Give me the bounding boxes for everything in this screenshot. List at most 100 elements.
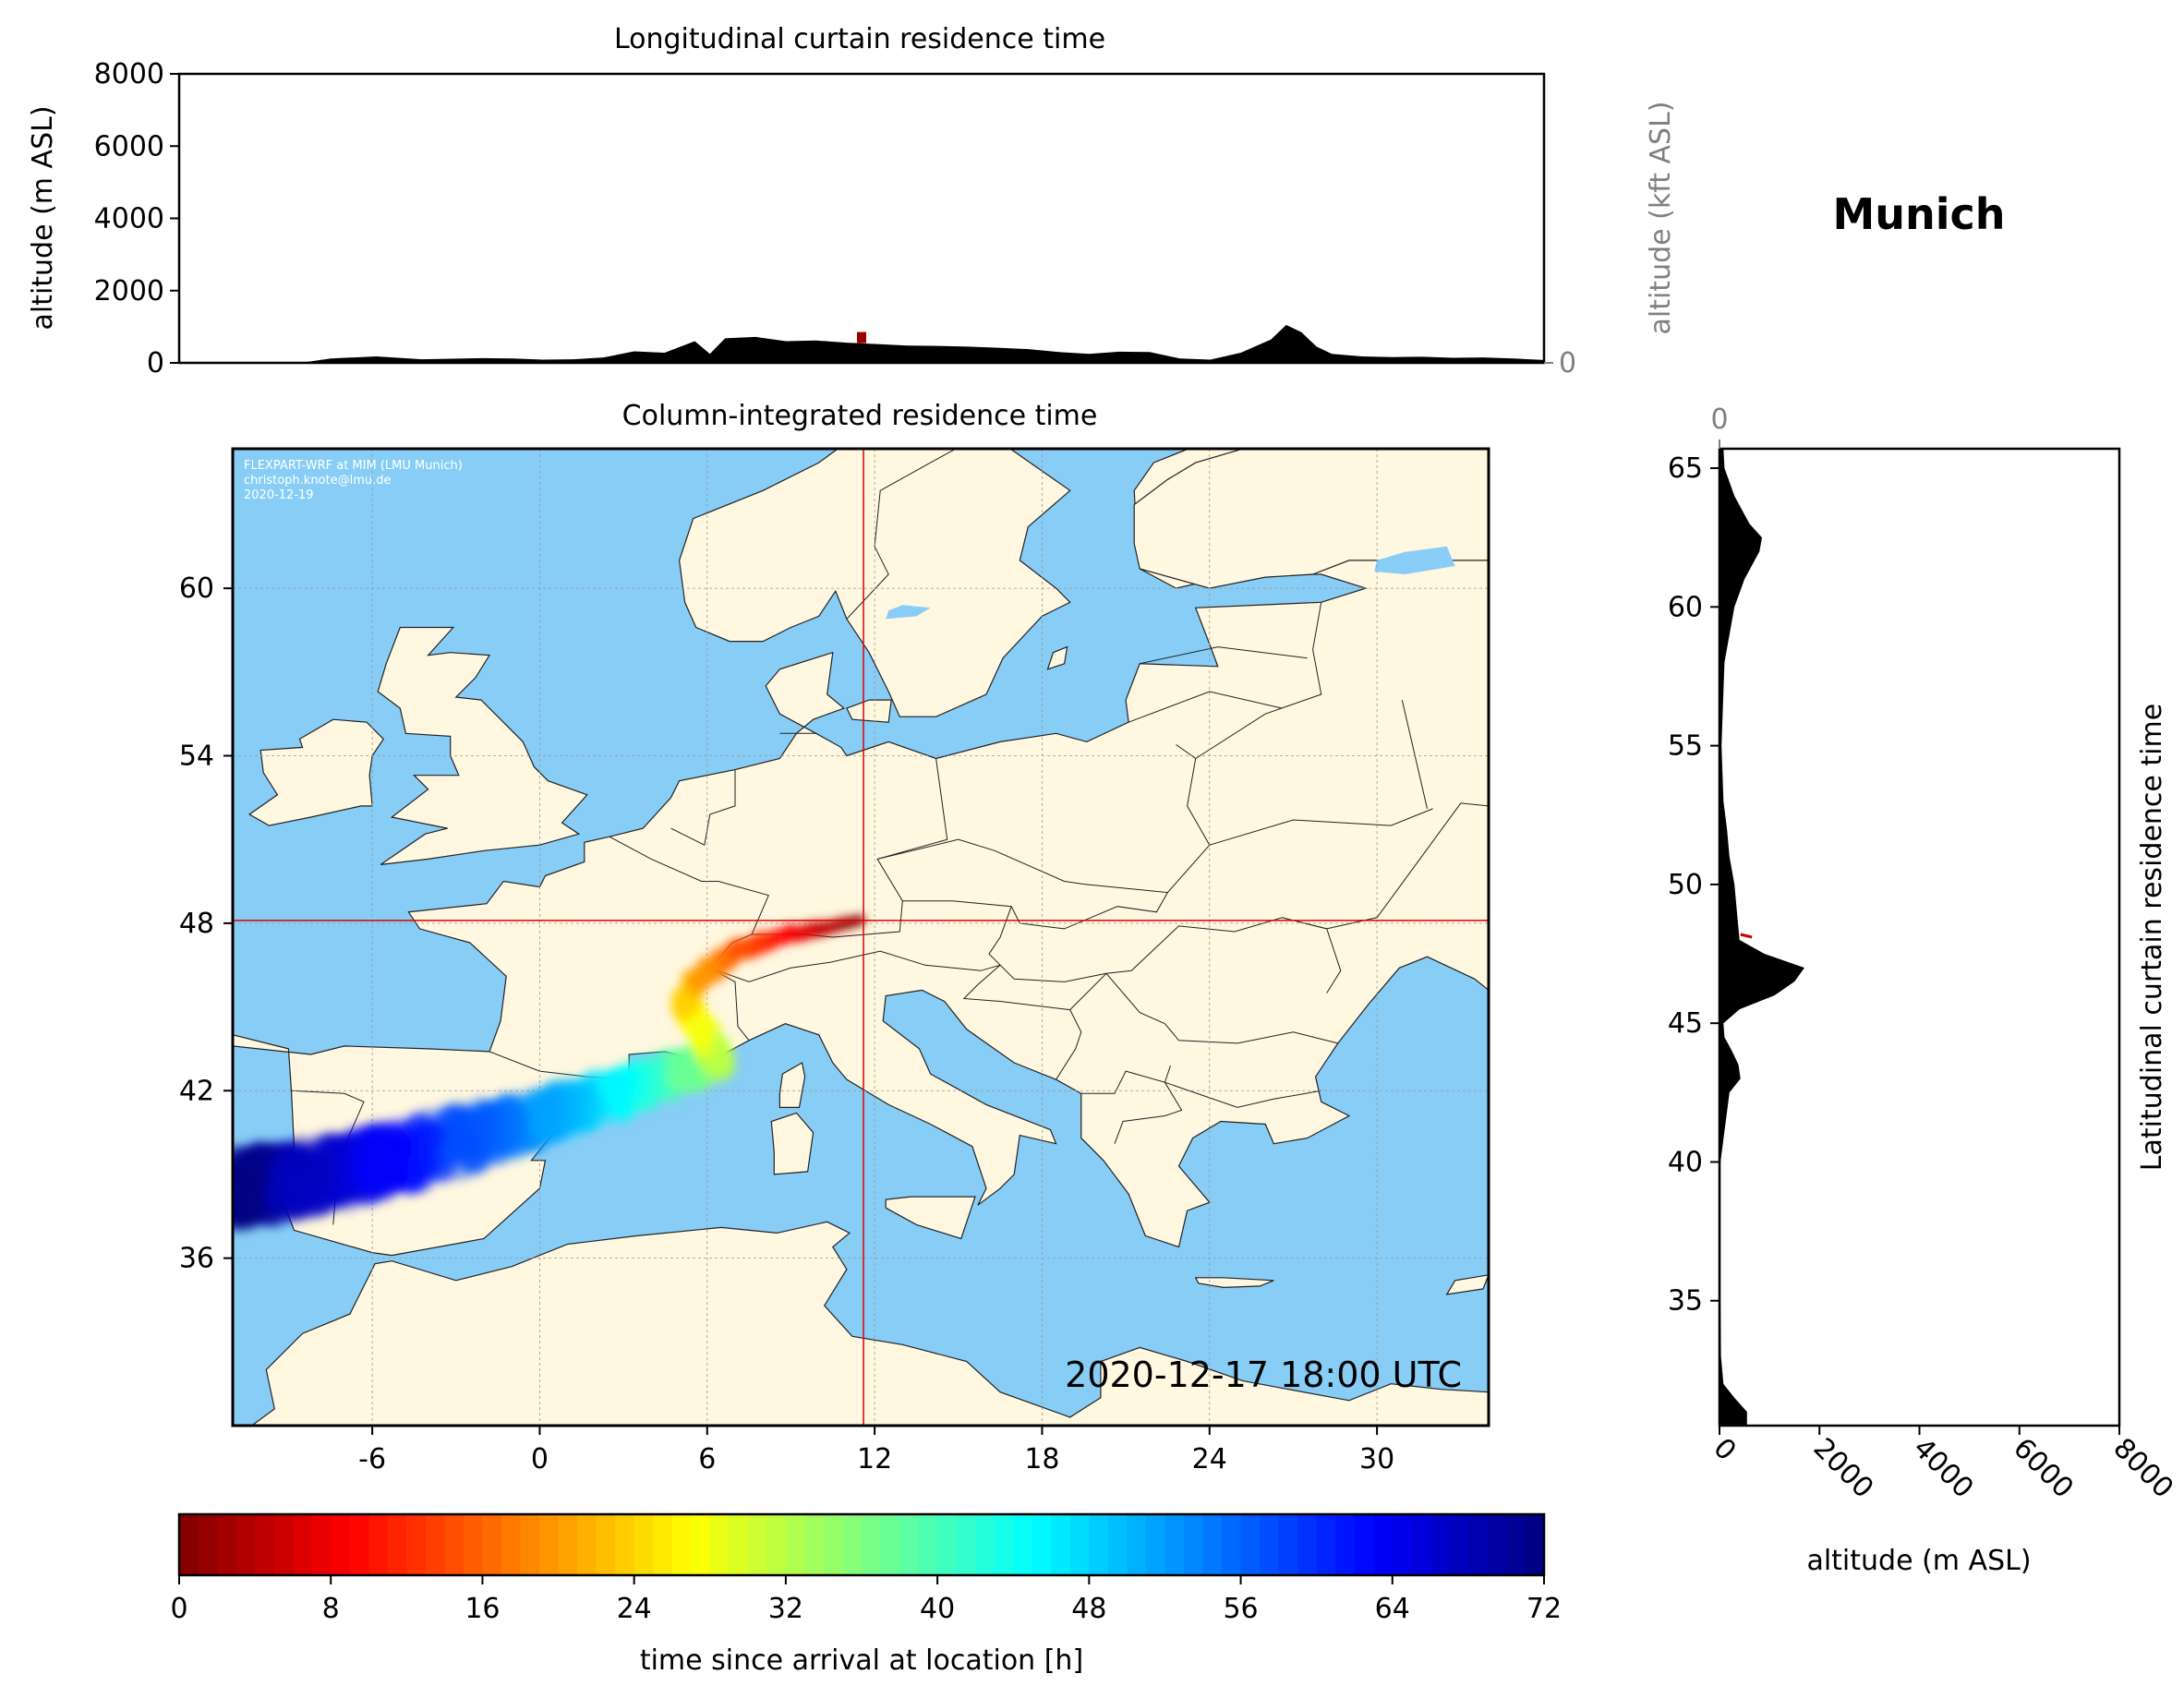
colorbar-segment xyxy=(273,1514,294,1575)
right-ytick-label: 65 xyxy=(1668,452,1703,485)
colorbar-tick-label: 40 xyxy=(920,1593,955,1625)
border-line xyxy=(1069,972,1107,1010)
africa xyxy=(250,1221,1489,1426)
right-xtick-label: 0 xyxy=(1707,1432,1742,1467)
top-yticks-right: 050100 xyxy=(1544,347,1576,379)
plume-particle xyxy=(676,1072,698,1094)
plume-particle xyxy=(813,920,826,933)
right-ytick-label: 45 xyxy=(1668,1007,1703,1040)
colorbar-tick-label: 8 xyxy=(322,1593,340,1625)
top-ytick-label: 2000 xyxy=(94,275,164,307)
ireland xyxy=(247,718,384,826)
right-xtick-label: 8000 xyxy=(2106,1432,2179,1505)
plume-particle xyxy=(449,1124,476,1150)
border-line xyxy=(1164,1065,1321,1108)
border-line xyxy=(1164,1023,1338,1044)
colorbar-segment xyxy=(709,1514,730,1575)
colorbar-segment xyxy=(1089,1514,1109,1575)
border-line xyxy=(1210,421,1237,432)
colorbar-segment xyxy=(349,1514,369,1575)
map-timestamp: 2020-12-17 18:00 UTC xyxy=(1065,1355,1462,1395)
map-xtick-label: 24 xyxy=(1192,1443,1227,1475)
colorbar-segment xyxy=(918,1514,938,1575)
right-xtick-label: 2000 xyxy=(1807,1432,1880,1505)
plume-particle xyxy=(693,967,710,984)
colorbar-tick-label: 56 xyxy=(1223,1593,1258,1625)
top-ytick-label: 6000 xyxy=(94,130,164,163)
border-line xyxy=(1282,802,1489,930)
colorbar-segment xyxy=(1467,1514,1489,1575)
colorbar-tick-label: 48 xyxy=(1071,1593,1106,1625)
map-ytick-label: 42 xyxy=(179,1075,214,1107)
plume-particle xyxy=(265,1178,295,1208)
plume-particle xyxy=(235,1201,265,1232)
gotland xyxy=(1046,645,1068,670)
plume-particle xyxy=(670,987,688,1005)
map-ytick-label: 60 xyxy=(179,572,214,605)
lake-vanern xyxy=(886,605,931,620)
colorbar-segment xyxy=(1260,1514,1280,1575)
colorbar-segment xyxy=(615,1514,635,1575)
colorbar-tick-label: 32 xyxy=(768,1593,803,1625)
colorbar-segment xyxy=(937,1514,958,1575)
map-xtick-label: 18 xyxy=(1024,1443,1059,1475)
colorbar-segment xyxy=(1183,1514,1204,1575)
colorbar-segment xyxy=(1430,1514,1450,1575)
right-ytick-label: 50 xyxy=(1668,869,1703,901)
colorbar-segment xyxy=(1069,1514,1090,1575)
map-title: Column-integrated residence time xyxy=(622,400,1098,432)
right-plume-marker xyxy=(1740,933,1753,939)
colorbar-segment xyxy=(1051,1514,1071,1575)
colorbar-segment xyxy=(558,1514,578,1575)
release-crosshair xyxy=(233,449,1489,1426)
longitudinal-curtain-panel: Longitudinal curtain residence time 0 200… xyxy=(27,23,1677,379)
colorbar-segment xyxy=(1373,1514,1394,1575)
colorbar-segment xyxy=(691,1514,711,1575)
colorbar-segment xyxy=(747,1514,767,1575)
right-xtick-top-label: 0 xyxy=(1710,403,1728,436)
colorbar-segment xyxy=(463,1514,484,1575)
colorbar-segment xyxy=(1222,1514,1242,1575)
border-line xyxy=(670,769,736,846)
colorbar-tick-label: 64 xyxy=(1375,1593,1410,1625)
plume-particle xyxy=(664,1051,685,1072)
colorbar-segment xyxy=(368,1514,389,1575)
colorbar-segment xyxy=(1164,1514,1185,1575)
colorbar-segment xyxy=(482,1514,502,1575)
plume-particle xyxy=(605,1066,629,1090)
residence-plume xyxy=(233,914,867,1233)
colorbar-segment xyxy=(766,1514,787,1575)
map-frame xyxy=(231,447,1490,1427)
right-ytick-label: 40 xyxy=(1668,1146,1703,1178)
location-title: Munich xyxy=(1832,189,2005,239)
colorbar-segment xyxy=(1107,1514,1128,1575)
colorbar-segment xyxy=(577,1514,597,1575)
europe-mainland xyxy=(233,449,1489,1257)
map-xtick-label: 30 xyxy=(1359,1443,1394,1475)
britain xyxy=(377,626,588,865)
watermark-line-1: FLEXPART-WRF at MIM (LMU Munich) xyxy=(244,459,463,473)
colorbar-segment xyxy=(1278,1514,1298,1575)
right-terrain-area xyxy=(1719,449,1804,1426)
plume-particle xyxy=(233,1162,260,1193)
top-terrain xyxy=(179,324,1544,363)
plume-particle xyxy=(725,943,741,958)
border-line xyxy=(1080,1070,1183,1144)
border-line xyxy=(876,743,1211,894)
border-line xyxy=(1401,699,1428,810)
top-ytick-right-label: 0 xyxy=(1559,347,1576,379)
colorbar-segment xyxy=(1240,1514,1261,1575)
border-line xyxy=(1209,808,1433,846)
longitudinal-curtain-title: Longitudinal curtain residence time xyxy=(614,23,1105,55)
right-ytick-label: 55 xyxy=(1668,730,1703,763)
right-yticks: 35 40 45 50 55 60 65 xyxy=(1668,452,1719,1318)
plume-particle xyxy=(698,1037,718,1056)
colorbar-gradient xyxy=(179,1514,1545,1575)
right-terrain xyxy=(1719,449,1804,1426)
colorbar-segment xyxy=(198,1514,218,1575)
right-ytick-label: 35 xyxy=(1668,1285,1703,1318)
colorbar-segment xyxy=(1032,1514,1052,1575)
crete xyxy=(1194,1277,1274,1289)
map-xtick-label: 6 xyxy=(698,1443,716,1475)
